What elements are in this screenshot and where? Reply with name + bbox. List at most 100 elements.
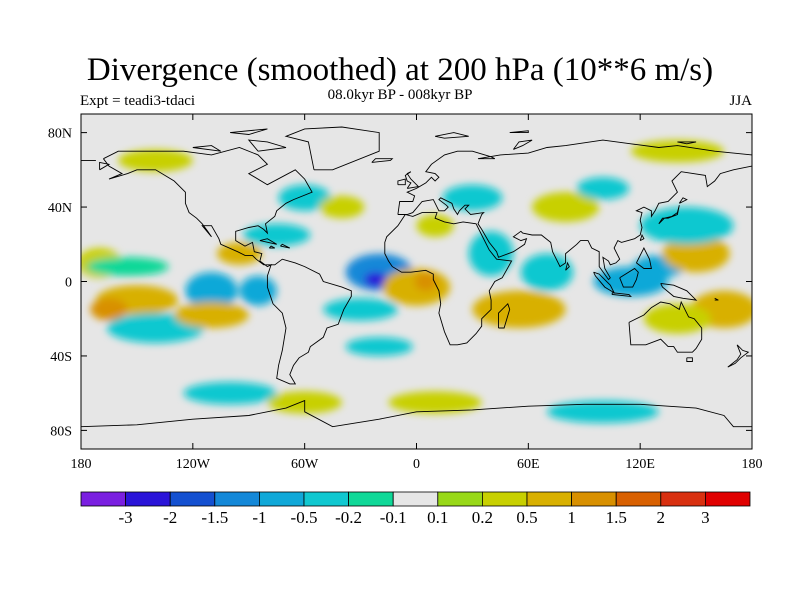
coastline <box>284 126 380 171</box>
coastline <box>686 357 693 362</box>
coastline <box>658 205 680 225</box>
coastline <box>230 128 268 135</box>
coastline <box>714 297 719 301</box>
colorbar-swatch <box>615 491 662 507</box>
coastline <box>397 178 406 186</box>
coastline <box>660 282 698 301</box>
colorbar-label: -0.5 <box>291 508 318 527</box>
axes: 180 120W 60W 0 60E 120E 180 80N 40N 0 40S 80S <box>48 114 763 472</box>
coastline <box>103 147 352 385</box>
coastline <box>247 139 287 152</box>
field-blob <box>174 301 249 329</box>
field-blob <box>345 337 413 356</box>
coastline <box>635 246 652 269</box>
field-blob <box>630 140 725 163</box>
colorbar-label: 0.2 <box>472 508 493 527</box>
colorbar-swatch <box>705 491 751 507</box>
colorbar-swatch <box>258 491 305 507</box>
field-blob <box>532 192 600 222</box>
x-tick-label: 180 <box>742 457 763 472</box>
y-tick-label: 80S <box>50 424 72 439</box>
season-label: JJA <box>729 93 752 109</box>
field-blob <box>118 149 193 172</box>
field-blob <box>319 195 365 219</box>
field-blob <box>576 177 629 200</box>
coastline <box>435 132 469 139</box>
coastline <box>384 212 513 346</box>
colorbar-label: 0.5 <box>516 508 537 527</box>
colorbar: -3 -2 -1.5 -1 -0.5 -0.2 -0.1 0.1 0.2 0.5 1 1.5 2 3 <box>80 491 751 527</box>
colorbar-swatch <box>481 491 528 507</box>
field-blob <box>416 214 454 237</box>
coastline <box>397 165 752 281</box>
coastline <box>677 141 697 145</box>
coastline <box>99 161 111 171</box>
chart-title: Divergence (smoothed) at 200 hPa (10**6 … <box>86 52 714 88</box>
colorbar-label: 1.5 <box>606 508 627 527</box>
colorbar-swatch <box>437 491 483 507</box>
coastline <box>81 399 752 428</box>
coastline <box>628 300 703 353</box>
coastline <box>565 261 570 271</box>
field-blob <box>243 223 311 247</box>
coastline <box>259 238 277 245</box>
x-tick-label: 180 <box>71 457 92 472</box>
coastline <box>498 302 511 329</box>
field-blob <box>323 298 398 321</box>
colorbar-label: 0.1 <box>427 508 448 527</box>
colorbar-swatch <box>303 491 349 507</box>
x-tick-label: 60E <box>517 457 540 472</box>
field-blob <box>414 272 438 291</box>
field-blob <box>472 290 566 329</box>
field-blob <box>546 400 659 423</box>
coastline <box>509 130 529 134</box>
x-tick-label: 120W <box>176 457 211 472</box>
experiment-label: Expt = teadi3-tdaci <box>80 93 196 109</box>
field-blob <box>643 303 711 334</box>
x-tick-label: 60W <box>291 457 319 472</box>
colorbar-swatch <box>660 491 706 507</box>
y-tick-label: 40N <box>48 201 72 216</box>
coastline <box>727 344 750 368</box>
field-blob <box>278 184 331 211</box>
coastlines <box>81 126 752 428</box>
colorbar-swatch <box>526 491 572 507</box>
colorbar-label: -0.2 <box>335 508 362 527</box>
y-tick-label: 80N <box>48 127 72 142</box>
colorbar-label: 1 <box>567 508 576 527</box>
field-blob <box>364 272 387 288</box>
field-blob <box>442 184 503 211</box>
colorbar-swatch <box>80 491 126 507</box>
field-blob <box>520 253 574 291</box>
colorbar-swatch <box>214 491 260 507</box>
coastline <box>371 158 394 163</box>
colorbar-label: 2 <box>657 508 666 527</box>
field-blob <box>662 234 730 273</box>
coastline <box>678 197 688 204</box>
coastline <box>611 292 632 297</box>
y-tick-label: 0 <box>65 276 72 291</box>
coastline <box>639 233 645 242</box>
coastline <box>268 245 276 249</box>
colorbar-label: 3 <box>701 508 710 527</box>
chart-subtitle: 08.0kyr BP - 008kyr BP <box>327 87 473 103</box>
coastline <box>619 267 639 288</box>
colorbar-swatch <box>571 491 617 507</box>
field-blob <box>183 382 277 405</box>
colorbar-swatch <box>125 491 171 507</box>
colorbar-label: -2 <box>163 508 177 527</box>
coastline <box>404 171 420 189</box>
colorbar-swatch <box>169 491 216 507</box>
coastline <box>397 139 752 215</box>
colorbar-label: -1 <box>252 508 266 527</box>
y-tick-label: 40S <box>50 350 72 365</box>
field-blob <box>185 272 238 310</box>
x-tick-label: 120E <box>625 457 655 472</box>
colorbar-label: -0.1 <box>380 508 407 527</box>
field-blob <box>86 257 169 276</box>
field-blob <box>640 207 734 245</box>
colorbar-label: -3 <box>119 508 133 527</box>
coastline <box>280 243 290 249</box>
coastline <box>192 145 222 152</box>
